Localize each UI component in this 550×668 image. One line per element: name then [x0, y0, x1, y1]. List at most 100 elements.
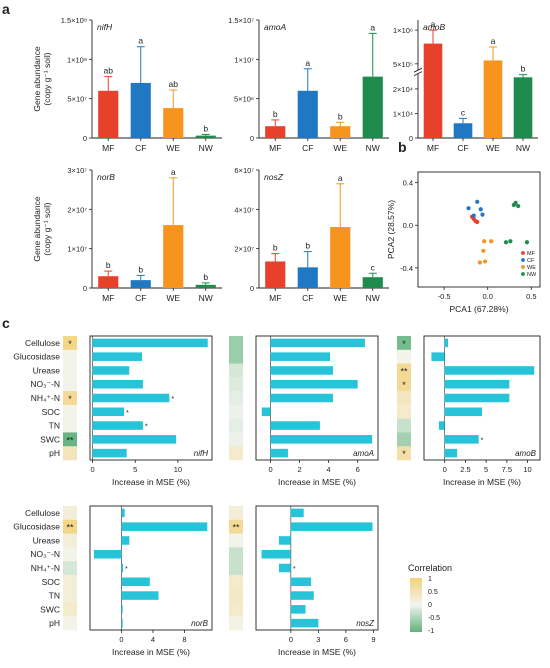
y-tick-label: 5×10⁵: [393, 60, 413, 69]
x-tick-label: WE: [166, 293, 180, 303]
x-tick-label: 10: [523, 465, 531, 474]
scatter-point: [471, 213, 476, 218]
y-tick-label: 0: [250, 284, 254, 293]
plot-frame: [255, 505, 379, 631]
significance-letter: c: [371, 262, 376, 272]
variable-label: NH₄⁺-N: [31, 393, 60, 403]
x-tick-label: 8: [182, 635, 186, 644]
bar: [330, 126, 351, 138]
bar: [453, 123, 473, 138]
x-tick-label: NW: [199, 293, 213, 303]
importance-bar: [431, 352, 445, 361]
variable-label: TN: [49, 591, 60, 601]
importance-bar: [121, 508, 125, 518]
x-tick-label: NW: [516, 143, 530, 153]
variable-label: SOC: [42, 407, 60, 417]
scatter-point: [503, 240, 509, 245]
heatmap-cell: [229, 616, 243, 631]
significance-letter: ab: [104, 66, 114, 76]
x-tick-label: 0.5: [526, 292, 536, 301]
y-axis-label: Gene abundance: [32, 46, 42, 111]
importance-bar: [444, 393, 510, 403]
variable-label: Glucosidase: [13, 352, 60, 362]
scatter-point: [480, 212, 485, 217]
y-tick-label: 1×10⁴: [393, 109, 413, 118]
correlation-legend: Correlation 1 0.5 0 -0.5 -1: [408, 563, 452, 635]
y-axis-label-units: (copy g⁻¹ soil): [42, 202, 52, 255]
bar-significance: *: [125, 566, 128, 573]
heatmap-cell: [229, 602, 243, 617]
correlation-legend-title: Correlation: [408, 563, 452, 573]
variable-label: SWC: [40, 604, 60, 614]
bar: [297, 267, 318, 288]
bar-chart-nosZ: 0 2×10⁷ 4×10⁷ 6×10⁷ nosZ b MF b CF a WE c NW: [234, 166, 389, 303]
x-tick-label: NW: [199, 143, 213, 153]
legend-tick: -1: [428, 628, 434, 635]
variable-label: SWC: [40, 434, 60, 444]
x-tick-label: CF: [302, 143, 313, 153]
significance-letter: a: [305, 58, 310, 68]
heatmap-cell: [63, 519, 77, 534]
x-tick-label: WE: [333, 293, 347, 303]
bar-chart-norB: 0 1×10⁷ 2×10⁷ 3×10⁷ norB Gene abundance (copy …: [32, 166, 222, 303]
significance-letter: b: [521, 64, 526, 74]
plot-frame: [417, 171, 541, 288]
bar: [362, 76, 383, 138]
x-tick-label: WE: [486, 143, 500, 153]
variable-label: Urease: [33, 535, 61, 545]
importance-bar: [290, 522, 373, 531]
variable-label: NO₃⁻-N: [30, 549, 60, 559]
y-axis-label: PCA2 (28.57%): [386, 200, 396, 259]
importance-bar: [121, 605, 123, 614]
legend-tick: 1: [428, 576, 432, 583]
y-tick-label: 2×10⁷: [67, 205, 87, 214]
y-tick-label: 0.4: [403, 179, 413, 188]
importance-bar: [92, 338, 208, 348]
gene-label: amoA: [353, 449, 374, 458]
bar-significance: *: [293, 566, 296, 573]
importance-bar: [270, 338, 365, 348]
heatmap-cell: [63, 547, 77, 562]
variable-label: Cellulose: [25, 338, 60, 348]
x-tick-label: MF: [269, 143, 281, 153]
heatmap-cell: [229, 336, 243, 351]
chart-title: amoA: [264, 22, 287, 32]
legend-label: CF: [527, 258, 535, 264]
importance-bar: [121, 563, 124, 573]
bar: [98, 90, 119, 138]
heatmap-cell: [229, 391, 243, 406]
plot-frame: [89, 505, 213, 631]
variable-label: Urease: [33, 365, 61, 375]
heatmap-significance: **: [232, 523, 240, 533]
variable-label: Glucosidase: [13, 522, 60, 532]
heatmap-cell: [229, 432, 243, 447]
bar: [330, 227, 351, 288]
heatmap-cell: [63, 404, 77, 419]
heatmap-significance: *: [402, 449, 406, 459]
y-tick-label: 0: [409, 134, 413, 143]
importance-bar: [121, 536, 130, 545]
bar: [423, 43, 443, 138]
y-axis-label: Gene abundance: [32, 196, 42, 261]
x-tick-label: 2: [297, 465, 301, 474]
y-tick-label: 1×10⁷: [67, 245, 87, 254]
heatmap-cell: [229, 588, 243, 603]
significance-letter: a: [171, 167, 176, 177]
bar: [265, 261, 286, 288]
variable-label: SOC: [42, 577, 60, 587]
importance-bar: [92, 393, 170, 403]
importance-bar: [444, 338, 449, 348]
axis-break-mark: [413, 71, 423, 77]
heatmap-significance: **: [66, 435, 74, 445]
x-axis-label: Increase in MSE (%): [112, 477, 190, 487]
scatter-point: [481, 248, 486, 253]
y-tick-label: 5×10⁶: [234, 95, 254, 104]
scatter-point: [466, 206, 471, 211]
scatter-point: [508, 239, 513, 244]
scatter-point: [471, 216, 476, 221]
x-tick-label: 6: [356, 465, 360, 474]
